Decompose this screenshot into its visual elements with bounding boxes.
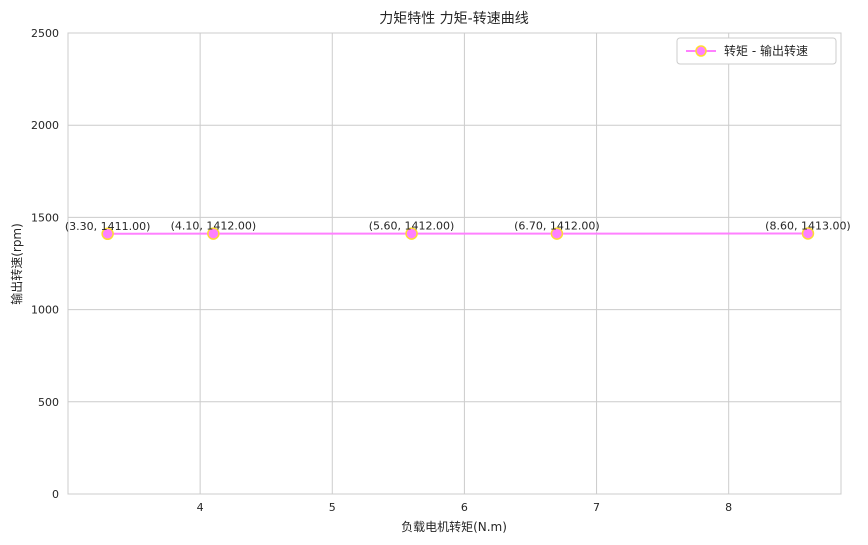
data-label: (3.30, 1411.00)	[65, 220, 151, 233]
legend[interactable]: 转矩 - 输出转速	[676, 37, 837, 65]
data-point[interactable]	[405, 227, 418, 240]
data-point[interactable]	[207, 227, 220, 240]
y-tick-label: 1500	[31, 211, 59, 224]
y-tick-label: 1000	[31, 304, 59, 317]
x-tick-label: 8	[725, 501, 732, 514]
data-point[interactable]	[801, 227, 815, 240]
y-tick-label: 2000	[31, 119, 59, 132]
data-label: (4.10, 1412.00)	[171, 220, 257, 233]
data-label: (8.60, 1413.00)	[765, 219, 851, 232]
data-point[interactable]	[101, 227, 114, 241]
x-tick-label: 5	[329, 501, 336, 514]
data-label: (5.60, 1412.00)	[369, 220, 455, 233]
plot-frame	[67, 32, 842, 495]
y-tick-label: 2500	[31, 27, 59, 40]
legend-box	[676, 37, 837, 65]
x-tick-label: 6	[461, 501, 468, 514]
y-tick-label: 0	[52, 488, 59, 501]
y-tick-label: 500	[38, 396, 59, 409]
data-label: (6.70, 1412.00)	[514, 220, 600, 233]
legend-entry-label: 转矩 - 输出转速	[724, 43, 808, 58]
legend-marker-swatch	[695, 45, 707, 57]
data-point[interactable]	[550, 227, 564, 240]
grid	[68, 32, 841, 495]
chart-title: 力矩特性 力矩-转速曲线	[379, 11, 529, 27]
data-labels: (3.30, 1411.00) (4.10, 1412.00) (5.60, 141…	[65, 219, 851, 232]
y-axis-label: 输出转速(rpm)	[9, 223, 24, 305]
x-tick-label: 7	[593, 501, 600, 514]
x-axis-label: 负载电机转矩(N.m)	[401, 519, 507, 534]
series	[101, 227, 815, 241]
x-tick-label: 4	[197, 501, 204, 514]
x-ticks: 4 5 6 7 8	[197, 501, 733, 514]
y-ticks: 0 500 1000 1500 2000 2500	[31, 27, 59, 501]
